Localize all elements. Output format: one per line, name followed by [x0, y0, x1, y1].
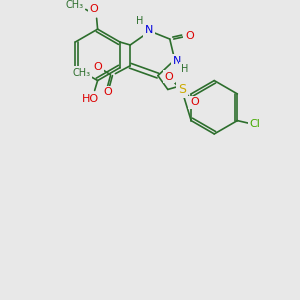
- Text: O: O: [103, 87, 112, 98]
- Text: CH₃: CH₃: [73, 68, 91, 78]
- Text: H: H: [181, 64, 188, 74]
- Text: H: H: [136, 16, 144, 26]
- Text: O: O: [93, 62, 102, 72]
- Text: O: O: [89, 4, 98, 14]
- Text: S: S: [178, 83, 186, 96]
- Text: N: N: [145, 25, 153, 35]
- Text: O: O: [185, 31, 194, 41]
- Text: HO: HO: [82, 94, 99, 104]
- Text: Cl: Cl: [250, 118, 261, 129]
- Text: O: O: [164, 72, 173, 82]
- Text: O: O: [190, 97, 199, 107]
- Text: N: N: [172, 56, 181, 66]
- Text: CH₃: CH₃: [66, 0, 84, 11]
